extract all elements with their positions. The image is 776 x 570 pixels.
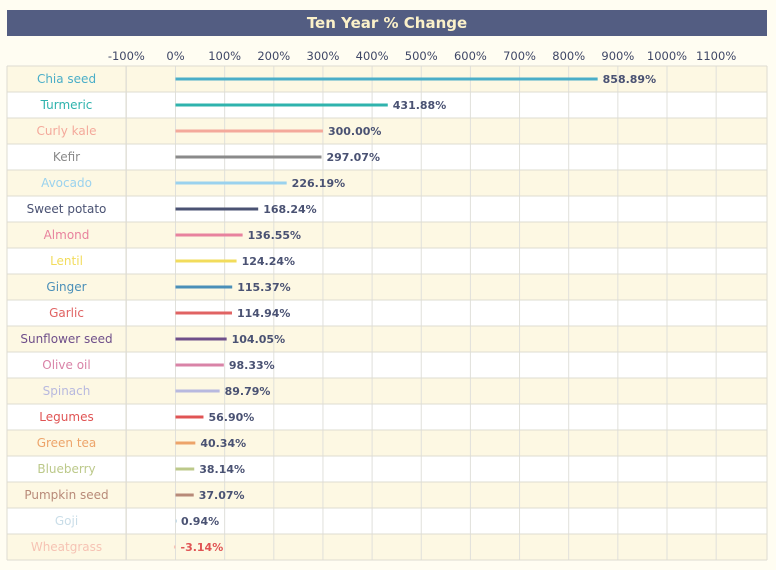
category-label: Pumpkin seed xyxy=(24,488,108,502)
row-background xyxy=(7,482,767,508)
value-label: 300.00% xyxy=(328,125,381,138)
bar xyxy=(175,415,204,419)
value-label: 115.37% xyxy=(237,281,290,294)
value-label: 858.89% xyxy=(603,73,656,86)
x-tick-label: 400% xyxy=(356,49,389,63)
x-tick-label: 800% xyxy=(552,49,585,63)
value-label: 37.07% xyxy=(199,489,245,502)
bar xyxy=(175,181,287,185)
category-label: Turmeric xyxy=(40,98,93,112)
bar xyxy=(175,389,220,393)
x-tick-label: 200% xyxy=(257,49,290,63)
value-label: 89.79% xyxy=(225,385,271,398)
row-background xyxy=(7,534,767,560)
value-label: 104.05% xyxy=(232,333,285,346)
x-tick-label: 1100% xyxy=(696,49,736,63)
bar xyxy=(175,233,243,237)
value-label: 297.07% xyxy=(327,151,380,164)
row-background xyxy=(7,196,767,222)
value-label: 124.24% xyxy=(242,255,295,268)
bar xyxy=(175,129,323,133)
category-label: Sunflower seed xyxy=(20,332,112,346)
x-tick-label: 0% xyxy=(166,49,184,63)
row-background xyxy=(7,456,767,482)
x-tick-label: 1000% xyxy=(647,49,687,63)
category-label: Kefir xyxy=(53,150,80,164)
row-background xyxy=(7,352,767,378)
category-label: Spinach xyxy=(43,384,91,398)
bar xyxy=(175,519,177,523)
row-background xyxy=(7,248,767,274)
value-label: 38.14% xyxy=(199,463,245,476)
category-label: Avocado xyxy=(41,176,92,190)
bar xyxy=(175,363,224,367)
value-label: 114.94% xyxy=(237,307,290,320)
bar xyxy=(175,337,227,341)
value-label: 136.55% xyxy=(248,229,301,242)
value-label: 98.33% xyxy=(229,359,275,372)
chart-title: Ten Year % Change xyxy=(7,10,767,36)
value-label: 226.19% xyxy=(292,177,345,190)
category-label: Olive oil xyxy=(42,358,90,372)
category-label: Chia seed xyxy=(37,72,96,86)
x-tick-label: 600% xyxy=(454,49,487,63)
bar xyxy=(175,155,322,159)
row-background xyxy=(7,326,767,352)
row-background xyxy=(7,118,767,144)
value-label: -3.14% xyxy=(181,541,224,554)
category-label: Legumes xyxy=(39,410,93,424)
category-label: Wheatgrass xyxy=(31,540,102,554)
category-label: Lentil xyxy=(50,254,83,268)
row-background xyxy=(7,430,767,456)
bar xyxy=(175,285,233,289)
x-tick-label: 300% xyxy=(307,49,340,63)
bar xyxy=(175,493,194,497)
row-background xyxy=(7,144,767,170)
value-label: 168.24% xyxy=(263,203,316,216)
value-label: 0.94% xyxy=(181,515,219,528)
row-background xyxy=(7,170,767,196)
category-label: Goji xyxy=(55,514,78,528)
category-label: Blueberry xyxy=(37,462,95,476)
row-background xyxy=(7,300,767,326)
category-label: Curly kale xyxy=(37,124,97,138)
bar xyxy=(175,77,598,81)
row-background xyxy=(7,274,767,300)
bar xyxy=(175,207,259,211)
row-background xyxy=(7,404,767,430)
row-background xyxy=(7,378,767,404)
x-tick-label: 100% xyxy=(208,49,241,63)
value-label: 431.88% xyxy=(393,99,446,112)
category-label: Ginger xyxy=(46,280,86,294)
bar xyxy=(175,259,237,263)
bar xyxy=(175,311,232,315)
x-tick-label: -100% xyxy=(108,49,145,63)
bar xyxy=(173,545,176,549)
category-label: Almond xyxy=(44,228,90,242)
x-tick-label: 700% xyxy=(503,49,536,63)
bar xyxy=(175,103,388,107)
bar xyxy=(175,441,196,445)
category-label: Sweet potato xyxy=(27,202,107,216)
value-label: 40.34% xyxy=(200,437,246,450)
x-tick-label: 900% xyxy=(601,49,634,63)
x-tick-label: 500% xyxy=(405,49,438,63)
row-background xyxy=(7,222,767,248)
category-label: Green tea xyxy=(37,436,97,450)
bar xyxy=(175,467,195,471)
value-label: 56.90% xyxy=(208,411,254,424)
row-background xyxy=(7,508,767,534)
category-label: Garlic xyxy=(49,306,84,320)
